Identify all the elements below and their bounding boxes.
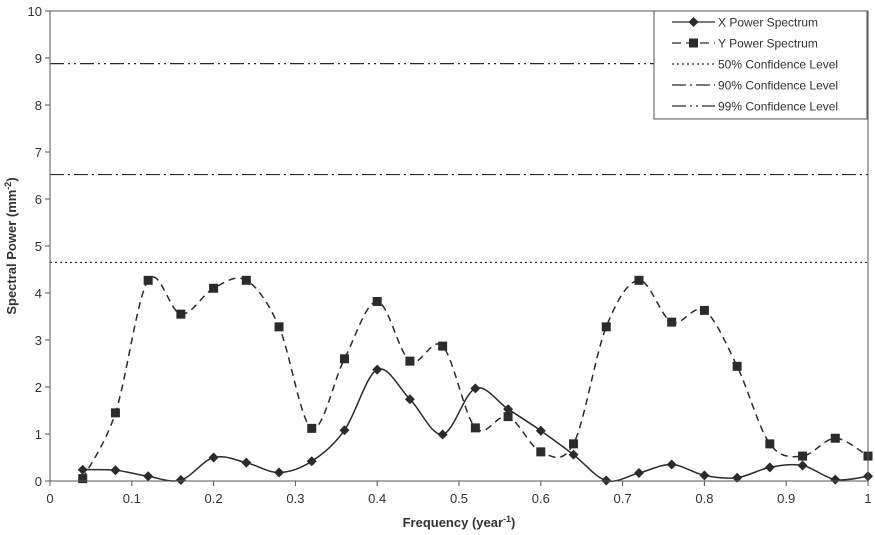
series-layer (77, 275, 873, 486)
y-tick-label: 10 (28, 4, 42, 19)
data-point (634, 275, 644, 285)
data-point (470, 383, 481, 394)
y-axis-title: Spectral Power (mm-2) (3, 177, 19, 314)
data-point (241, 457, 252, 468)
data-point (503, 412, 513, 422)
data-point (503, 404, 514, 415)
y-tick-label: 5 (35, 239, 42, 254)
data-point (209, 283, 219, 293)
data-point (241, 275, 251, 285)
data-point (143, 275, 153, 285)
data-point (176, 309, 186, 319)
data-point (536, 447, 546, 457)
data-point (77, 464, 88, 475)
data-point (666, 459, 677, 470)
legend-marker (689, 38, 698, 48)
data-point (306, 456, 317, 467)
x-tick-label: 0 (46, 491, 53, 506)
data-point (797, 460, 808, 471)
data-point (274, 322, 284, 332)
x-tick-label: 0.6 (532, 491, 550, 506)
data-point (568, 449, 579, 460)
data-point (404, 394, 415, 405)
data-point (307, 423, 317, 433)
data-point (372, 296, 382, 306)
y-tick-label: 3 (35, 333, 42, 348)
series-line (82, 276, 869, 479)
data-point (798, 451, 808, 461)
x-axis-title: Frequency (year-1) (403, 514, 516, 530)
data-point (274, 467, 285, 478)
data-point (339, 354, 349, 364)
y-tick-label: 9 (35, 51, 42, 66)
data-point (569, 439, 579, 449)
x-tick-label: 0.2 (205, 491, 223, 506)
y-tick-label: 0 (35, 474, 42, 489)
x-tick-label: 1 (864, 491, 871, 506)
data-point (339, 425, 350, 436)
data-point (372, 364, 383, 375)
legend: X Power Spectrum Y Power Spectrum 50% Conf… (653, 10, 868, 120)
x-tick-label: 0.4 (368, 491, 386, 506)
x-tick-label: 0.8 (695, 491, 713, 506)
data-point (208, 452, 219, 463)
y-tick-label: 7 (35, 145, 42, 160)
data-point (470, 423, 480, 433)
data-point (78, 474, 88, 484)
data-point (438, 341, 448, 351)
data-point (732, 361, 742, 371)
x-tick-label: 0.5 (450, 491, 468, 506)
axes (45, 10, 869, 486)
data-point (535, 425, 546, 436)
data-point (764, 462, 775, 473)
legend-box (653, 10, 868, 120)
legend-label: 99% Confidence Level (718, 100, 838, 114)
tick-labels: 0 1 2 3 4 5 6 7 8 9 10 0 0.1 0.2 0.3 0.4 0.5 0.6 0.7 0.8 0.9… (28, 4, 872, 506)
data-point (437, 429, 448, 440)
data-point (667, 317, 677, 327)
legend-label: X Power Spectrum (718, 16, 818, 30)
data-point (110, 408, 120, 418)
x-tick-label: 0.1 (123, 491, 141, 506)
data-point (699, 305, 709, 315)
data-point (633, 468, 644, 479)
data-point (830, 474, 841, 485)
y-power-series (78, 275, 873, 484)
y-tick-label: 1 (35, 427, 42, 442)
x-tick-label: 0.9 (777, 491, 795, 506)
y-tick-label: 2 (35, 380, 42, 395)
y-tick-label: 6 (35, 192, 42, 207)
legend-label: 90% Confidence Level (718, 79, 838, 93)
data-point (732, 472, 743, 483)
legend-label: Y Power Spectrum (718, 37, 818, 51)
data-point (405, 356, 415, 366)
x-tick-label: 0.7 (614, 491, 632, 506)
x-power-series (77, 364, 873, 486)
legend-marker (688, 17, 699, 27)
data-point (110, 465, 121, 476)
data-point (143, 471, 154, 482)
data-point (601, 322, 611, 332)
data-point (175, 475, 186, 486)
y-tick-label: 4 (35, 286, 42, 301)
x-tick-label: 0.3 (286, 491, 304, 506)
data-point (699, 470, 710, 481)
legend-label: 50% Confidence Level (718, 58, 838, 72)
y-tick-label: 8 (35, 98, 42, 113)
data-point (765, 439, 775, 449)
data-point (830, 433, 840, 443)
confidence-lines (50, 63, 868, 264)
